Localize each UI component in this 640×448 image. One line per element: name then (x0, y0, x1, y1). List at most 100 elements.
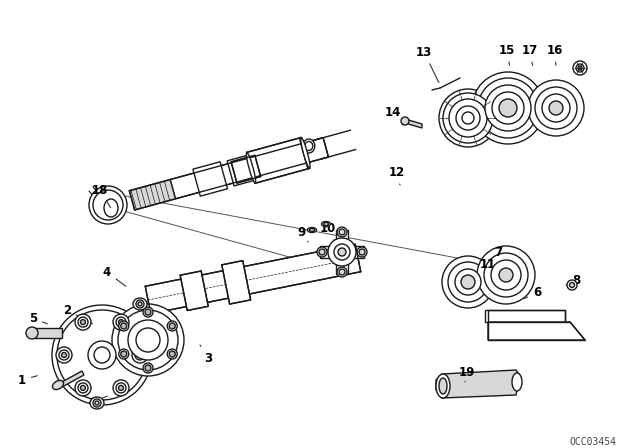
Ellipse shape (573, 61, 587, 75)
Ellipse shape (75, 380, 91, 396)
Ellipse shape (113, 380, 129, 396)
Polygon shape (222, 261, 251, 304)
Ellipse shape (116, 317, 126, 327)
Ellipse shape (93, 190, 123, 220)
Text: 10: 10 (320, 221, 336, 242)
Ellipse shape (52, 305, 152, 405)
Ellipse shape (359, 249, 365, 255)
Ellipse shape (485, 85, 531, 131)
Ellipse shape (436, 374, 450, 398)
Ellipse shape (136, 328, 160, 352)
Polygon shape (336, 230, 348, 274)
Ellipse shape (570, 283, 575, 288)
Ellipse shape (339, 229, 345, 235)
Ellipse shape (246, 152, 255, 183)
Ellipse shape (128, 320, 168, 360)
Ellipse shape (81, 385, 86, 390)
Ellipse shape (499, 268, 513, 282)
Ellipse shape (301, 138, 310, 168)
Ellipse shape (321, 221, 330, 227)
Ellipse shape (138, 353, 143, 358)
Ellipse shape (328, 238, 356, 266)
Ellipse shape (401, 117, 409, 125)
Ellipse shape (81, 319, 86, 325)
Ellipse shape (478, 78, 538, 138)
Ellipse shape (484, 253, 528, 297)
Ellipse shape (317, 247, 327, 257)
Polygon shape (436, 370, 520, 398)
Text: 4: 4 (103, 266, 126, 286)
Polygon shape (193, 162, 227, 196)
Polygon shape (488, 322, 585, 340)
Ellipse shape (90, 397, 104, 409)
Ellipse shape (461, 275, 475, 289)
Polygon shape (320, 246, 364, 258)
Text: 7: 7 (494, 246, 502, 265)
Ellipse shape (116, 383, 126, 393)
Ellipse shape (567, 280, 577, 290)
Ellipse shape (133, 298, 147, 310)
Ellipse shape (528, 80, 584, 136)
Ellipse shape (132, 347, 148, 363)
Ellipse shape (135, 350, 145, 360)
Ellipse shape (491, 260, 521, 290)
Text: 17: 17 (522, 43, 538, 65)
Ellipse shape (535, 87, 577, 129)
Text: 2: 2 (63, 303, 93, 324)
Ellipse shape (439, 378, 447, 394)
Text: 5: 5 (29, 311, 47, 324)
Ellipse shape (167, 349, 177, 359)
Ellipse shape (337, 227, 347, 237)
Polygon shape (247, 138, 310, 183)
Ellipse shape (143, 307, 153, 317)
Ellipse shape (104, 199, 118, 217)
Ellipse shape (443, 93, 493, 143)
Ellipse shape (455, 269, 481, 295)
Ellipse shape (303, 139, 315, 153)
Ellipse shape (439, 89, 497, 147)
Polygon shape (231, 155, 260, 183)
Ellipse shape (136, 300, 144, 308)
Ellipse shape (338, 248, 346, 256)
Ellipse shape (26, 327, 38, 339)
Text: 3: 3 (200, 345, 212, 365)
Ellipse shape (310, 228, 314, 232)
Ellipse shape (169, 323, 175, 329)
Text: 9: 9 (298, 225, 308, 242)
Text: 19: 19 (459, 366, 475, 382)
Ellipse shape (576, 64, 584, 72)
Ellipse shape (169, 351, 175, 357)
Text: 13: 13 (416, 46, 439, 82)
Ellipse shape (121, 351, 127, 357)
Ellipse shape (78, 317, 88, 327)
Ellipse shape (89, 186, 127, 224)
Text: 18: 18 (92, 184, 111, 207)
Ellipse shape (549, 101, 563, 115)
Polygon shape (145, 244, 361, 314)
Ellipse shape (449, 99, 487, 137)
Ellipse shape (477, 246, 535, 304)
Ellipse shape (456, 106, 480, 130)
Ellipse shape (57, 310, 147, 400)
Text: 11: 11 (480, 258, 496, 271)
Ellipse shape (59, 350, 69, 360)
Ellipse shape (94, 347, 110, 363)
Text: 1: 1 (18, 374, 37, 387)
Polygon shape (485, 310, 565, 322)
Ellipse shape (339, 269, 345, 275)
Ellipse shape (118, 310, 178, 370)
Ellipse shape (462, 112, 474, 124)
Text: 6: 6 (524, 285, 541, 299)
Polygon shape (170, 138, 328, 199)
Ellipse shape (357, 247, 367, 257)
Ellipse shape (578, 66, 582, 70)
Ellipse shape (118, 319, 124, 325)
Text: 16: 16 (547, 43, 563, 65)
Ellipse shape (93, 399, 101, 407)
Ellipse shape (334, 244, 350, 260)
Ellipse shape (337, 267, 347, 277)
Polygon shape (34, 328, 62, 338)
Ellipse shape (448, 262, 488, 302)
Ellipse shape (75, 314, 91, 330)
Polygon shape (180, 271, 208, 310)
